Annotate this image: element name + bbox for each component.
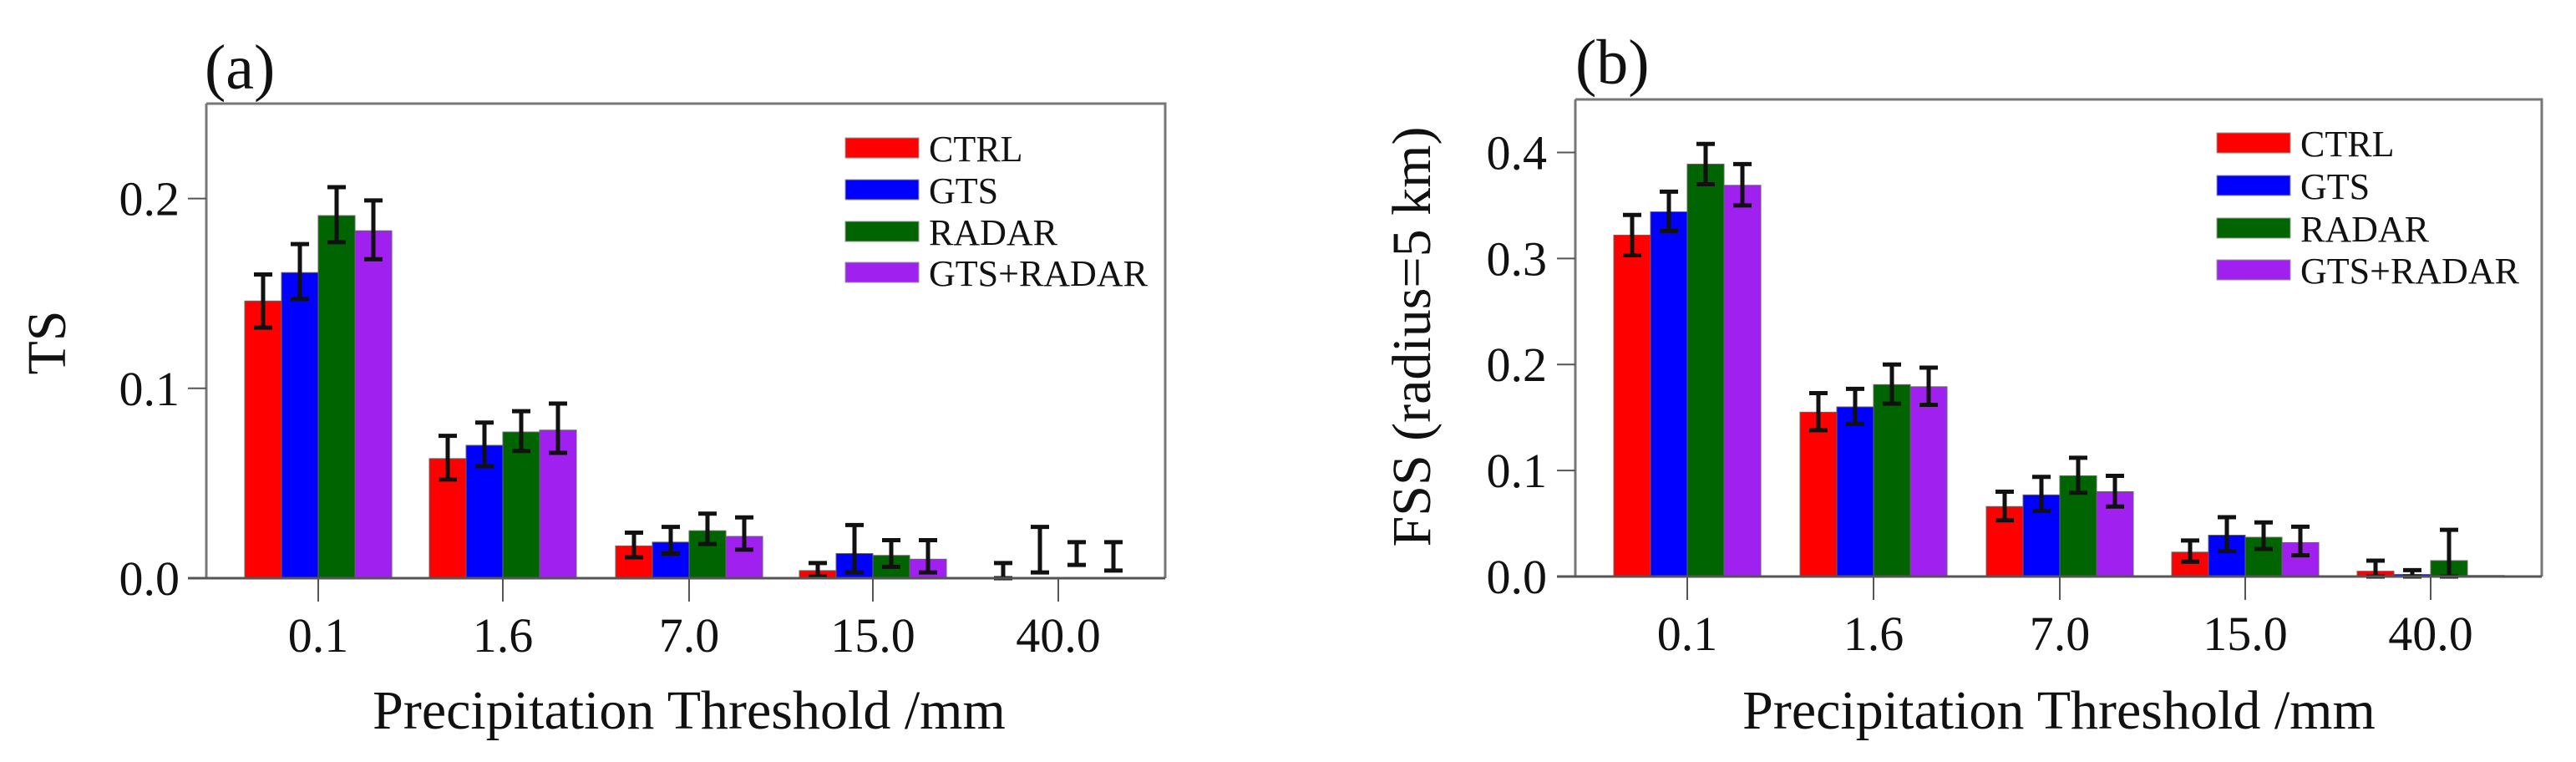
- legend-label: RADAR: [929, 212, 1058, 253]
- bar-gts-radar-0.1: [1723, 185, 1762, 577]
- bar-radar-1.6: [1873, 384, 1911, 577]
- x-tick-label: 40.0: [2388, 607, 2473, 661]
- y-tick-label: 0.1: [1487, 444, 1548, 498]
- y-tick-label: 0.0: [119, 551, 180, 606]
- y-axis-label: FSS (radius=5 km): [1382, 127, 1443, 547]
- legend-label: GTS+RADAR: [929, 253, 1149, 294]
- bar-ctrl-1.6: [1799, 411, 1838, 577]
- y-tick-label: 0.4: [1487, 125, 1548, 180]
- x-tick-label: 40.0: [1016, 608, 1101, 663]
- legend-swatch: [2216, 259, 2291, 281]
- legend-swatch: [2216, 217, 2291, 239]
- bar-radar-7.0: [688, 530, 727, 579]
- x-tick-label: 15.0: [830, 608, 915, 663]
- x-tick-label: 7.0: [659, 608, 720, 663]
- legend-label: GTS: [929, 170, 998, 211]
- panel-b-fss-chart: (b) FSS (radius=5 km) Precipitation Thre…: [1382, 28, 2543, 741]
- y-tick-label: 0.2: [119, 172, 180, 226]
- bar-ctrl-0.1: [1613, 234, 1651, 577]
- y-tick-label: 0.1: [119, 362, 180, 416]
- plot-frame: [206, 102, 1167, 578]
- legend-label: GTS: [2300, 166, 2370, 207]
- legend-label: CTRL: [2300, 124, 2394, 165]
- y-tick-label: 0.0: [1487, 550, 1548, 604]
- legend-swatch: [844, 179, 920, 201]
- x-tick-label: 7.0: [2030, 607, 2091, 661]
- bar-radar-1.6: [502, 431, 540, 579]
- legend-swatch: [2216, 175, 2291, 196]
- bar-ctrl-0.1: [244, 300, 282, 579]
- bar-gts-radar-0.1: [354, 230, 393, 579]
- legend-swatch: [844, 262, 920, 283]
- bar-radar-0.1: [317, 215, 356, 579]
- x-tick-label: 1.6: [473, 608, 534, 663]
- x-tick-label: 15.0: [2203, 607, 2288, 661]
- x-tick-label: 0.1: [288, 608, 349, 663]
- x-axis-label: Precipitation Threshold /mm: [373, 680, 1006, 741]
- x-axis-label: Precipitation Threshold /mm: [1742, 680, 2376, 741]
- panel-label: (a): [205, 33, 275, 103]
- bar-radar-0.1: [1686, 163, 1725, 577]
- y-tick-label: 0.3: [1487, 231, 1548, 286]
- legend-swatch: [2216, 132, 2291, 154]
- x-tick-label: 1.6: [1843, 607, 1904, 661]
- panel-label: (b): [1575, 28, 1650, 98]
- legend-swatch: [844, 221, 920, 242]
- legend-swatch: [844, 137, 920, 159]
- bar-gts-1.6: [1836, 406, 1874, 577]
- legend-label: GTS+RADAR: [2300, 251, 2520, 292]
- legend-label: RADAR: [2300, 209, 2430, 250]
- bar-gts-0.1: [1650, 211, 1688, 577]
- y-tick-label: 0.2: [1487, 338, 1548, 392]
- x-tick-label: 0.1: [1657, 607, 1718, 661]
- y-axis-label: TS: [17, 310, 78, 374]
- panel-a-ts-chart: (a) TS Precipitation Threshold /mm 0.0 0.…: [17, 33, 1167, 741]
- bar-gts-0.1: [281, 272, 319, 579]
- bar-gts-radar-1.6: [1909, 386, 1948, 577]
- legend-label: CTRL: [929, 129, 1022, 170]
- plot-frame: [1575, 98, 2543, 577]
